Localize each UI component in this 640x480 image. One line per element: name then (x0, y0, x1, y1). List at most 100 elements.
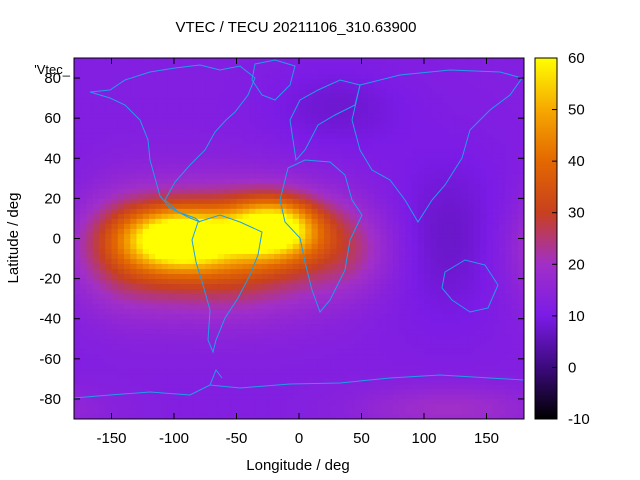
heat-cell (211, 373, 219, 380)
heat-cell (342, 188, 350, 194)
heat-cell (499, 338, 506, 345)
heat-cell (417, 198, 425, 204)
heat-cell (424, 103, 431, 109)
heat-cell (161, 123, 169, 129)
heat-cell (517, 248, 524, 254)
heat-cell (499, 263, 506, 269)
heat-cell (405, 98, 412, 104)
heat-cell (217, 108, 225, 114)
heat-cell (374, 358, 381, 365)
heat-cell (286, 223, 294, 229)
heat-cell (492, 113, 500, 119)
heat-cell (411, 238, 419, 244)
heat-cell (99, 108, 106, 114)
heat-cell (105, 203, 112, 209)
heat-cell (136, 178, 144, 184)
heat-cell (305, 208, 312, 214)
heat-cell (80, 218, 87, 224)
heat-cell (517, 373, 524, 380)
heat-cell (399, 168, 406, 174)
heat-cell (292, 203, 300, 209)
heat-cell (417, 298, 425, 305)
heat-cell (105, 298, 112, 305)
heat-cell (311, 233, 319, 239)
heat-cell (492, 263, 500, 269)
heat-cell (380, 103, 387, 109)
heat-cell (155, 173, 162, 179)
heat-cell (80, 183, 87, 189)
heat-cell (517, 143, 524, 149)
heat-cell (192, 368, 200, 375)
heat-cell (467, 193, 475, 199)
heat-cell (430, 318, 437, 325)
heat-cell (374, 163, 381, 169)
heat-cell (342, 168, 350, 174)
heat-cell (92, 238, 100, 244)
heat-cell (230, 228, 237, 234)
heat-cell (117, 78, 125, 84)
heat-cell (449, 88, 456, 94)
heat-cell (380, 133, 387, 139)
heat-cell (105, 143, 112, 149)
heat-cell (499, 123, 506, 129)
heat-cell (480, 353, 487, 360)
heat-cell (511, 298, 519, 305)
heat-cell (274, 163, 281, 169)
heat-cell (305, 328, 312, 335)
heat-cell (249, 88, 256, 94)
heat-cell (317, 328, 325, 335)
heat-cell (499, 278, 506, 285)
heat-cell (480, 103, 487, 109)
heat-cell (149, 128, 156, 134)
heat-cell (99, 358, 106, 365)
heat-cell (192, 238, 200, 244)
heat-cell (311, 238, 319, 244)
heat-cell (280, 143, 287, 149)
heat-cell (317, 103, 325, 109)
heat-cell (292, 168, 300, 174)
heat-cell (511, 388, 519, 395)
heat-cell (336, 113, 344, 119)
heat-cell (136, 318, 144, 325)
heat-cell (455, 368, 462, 375)
heat-cell (467, 408, 475, 415)
heat-cell (205, 193, 212, 199)
heat-cell (280, 358, 287, 365)
heat-cell (255, 373, 262, 380)
heat-cell (411, 163, 419, 169)
heat-cell (124, 328, 131, 335)
heat-cell (99, 203, 106, 209)
heat-cell (317, 173, 325, 179)
heat-cell (255, 108, 262, 114)
heat-cell (505, 313, 512, 320)
heat-cell (317, 323, 325, 330)
heat-cell (449, 318, 456, 325)
heat-cell (342, 253, 350, 259)
heat-cell (111, 148, 119, 154)
heat-cell (374, 408, 381, 415)
heat-cell (330, 233, 337, 239)
heat-cell (311, 358, 319, 365)
heat-cell (430, 348, 437, 355)
heat-cell (330, 183, 337, 189)
heat-cell (217, 88, 225, 94)
heat-cell (336, 203, 344, 209)
heat-cell (386, 288, 394, 295)
heat-cell (199, 203, 206, 209)
heat-cell (105, 283, 112, 290)
heat-cell (486, 263, 494, 269)
heat-cell (249, 398, 256, 405)
heat-cell (142, 293, 150, 300)
heat-cell (142, 83, 150, 89)
heat-cell (224, 123, 231, 129)
heat-cell (117, 98, 125, 104)
heat-cell (236, 383, 244, 390)
heat-cell (474, 343, 481, 350)
heat-cell (442, 238, 450, 244)
heat-cell (299, 253, 306, 259)
heat-cell (517, 108, 524, 114)
heat-cell (167, 238, 175, 244)
heat-cell (386, 98, 394, 104)
heat-cell (111, 313, 119, 320)
heat-cell (167, 148, 175, 154)
